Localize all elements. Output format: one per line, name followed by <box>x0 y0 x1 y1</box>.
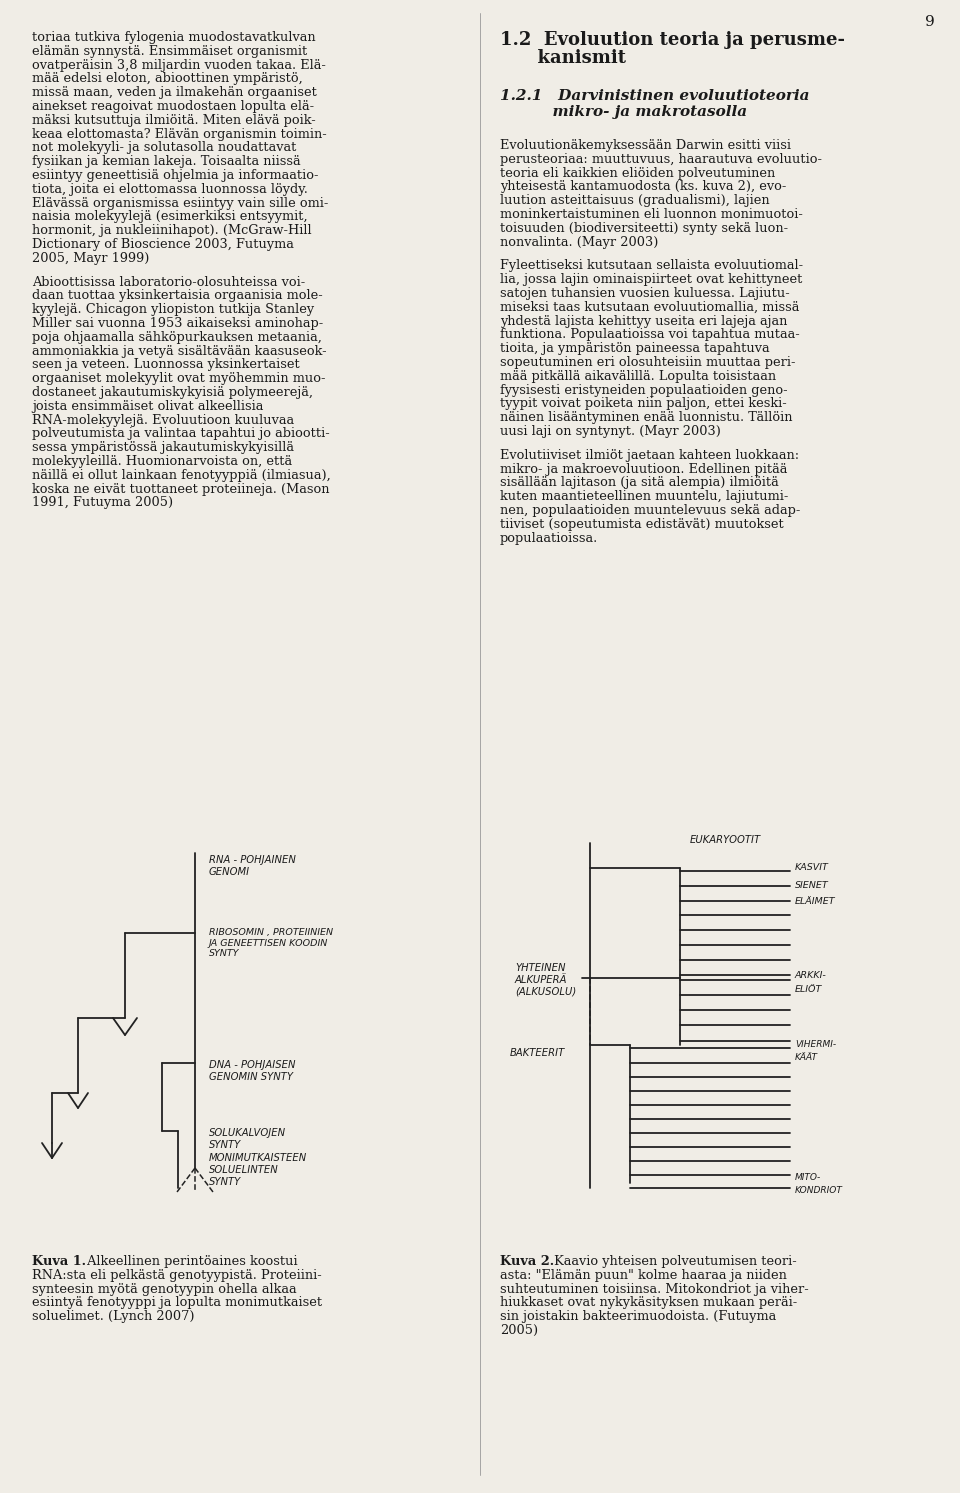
Text: hormonit, ja nukleiinihapot). (McGraw-Hill: hormonit, ja nukleiinihapot). (McGraw-Hi… <box>32 224 312 237</box>
Text: tiiviset (sopeutumista edistävät) muutokset: tiiviset (sopeutumista edistävät) muutok… <box>500 518 783 532</box>
Text: tiota, joita ei elottomassa luonnossa löydy.: tiota, joita ei elottomassa luonnossa lö… <box>32 182 308 196</box>
Text: keaa elottomasta? Elävän organismin toimin-: keaa elottomasta? Elävän organismin toim… <box>32 127 326 140</box>
Text: Elävässä organismissa esiintyy vain sille omi-: Elävässä organismissa esiintyy vain sill… <box>32 197 328 209</box>
Text: ammoniakkia ja vetyä sisältävään kaasuseok-: ammoniakkia ja vetyä sisältävään kaasuse… <box>32 345 326 358</box>
Text: fysiikan ja kemian lakeja. Toisaalta niissä: fysiikan ja kemian lakeja. Toisaalta nii… <box>32 155 300 169</box>
Text: mäksi kutsuttuja ilmiöitä. Miten elävä poik-: mäksi kutsuttuja ilmiöitä. Miten elävä p… <box>32 113 316 127</box>
Text: RNA:sta eli pelkästä genotyypistä. Proteiini-: RNA:sta eli pelkästä genotyypistä. Prote… <box>32 1269 322 1282</box>
Text: mää edelsi eloton, abioottinen ympäristö,: mää edelsi eloton, abioottinen ympäristö… <box>32 72 302 85</box>
Text: MONIMUTKAISTEEN
SOLUELINTEN
SYNTY: MONIMUTKAISTEEN SOLUELINTEN SYNTY <box>209 1153 307 1187</box>
Text: daan tuottaa yksinkertaisia orgaanisia mole-: daan tuottaa yksinkertaisia orgaanisia m… <box>32 290 323 303</box>
Text: näinen lisääntyminen enää luonnistu. Tällöin: näinen lisääntyminen enää luonnistu. Täl… <box>500 411 793 424</box>
Text: RIBOSOMIN , PROTEIINIEN
JA GENEETTISEN KOODIN
SYNTY: RIBOSOMIN , PROTEIINIEN JA GENEETTISEN K… <box>209 929 333 959</box>
Text: 1.2  Evoluution teoria ja perusme-: 1.2 Evoluution teoria ja perusme- <box>500 31 845 49</box>
Text: hiukkaset ovat nykykäsityksen mukaan peräi-: hiukkaset ovat nykykäsityksen mukaan per… <box>500 1296 797 1309</box>
Text: koska ne eivät tuottaneet proteiineja. (Mason: koska ne eivät tuottaneet proteiineja. (… <box>32 482 329 496</box>
Text: 2005): 2005) <box>500 1324 539 1338</box>
Text: elämän synnystä. Ensimmäiset organismit: elämän synnystä. Ensimmäiset organismit <box>32 45 307 58</box>
Text: Miller sai vuonna 1953 aikaiseksi aminohap-: Miller sai vuonna 1953 aikaiseksi aminoh… <box>32 317 324 330</box>
Text: sessa ympäristössä jakautumiskykyisillä: sessa ympäristössä jakautumiskykyisillä <box>32 442 294 454</box>
Text: sisällään lajitason (ja sitä alempia) ilmiöitä: sisällään lajitason (ja sitä alempia) il… <box>500 476 779 490</box>
Text: soluelimet. (Lynch 2007): soluelimet. (Lynch 2007) <box>32 1311 195 1323</box>
Text: kanismit: kanismit <box>500 49 626 67</box>
Text: sopeutuminen eri olosuhteisiin muuttaa peri-: sopeutuminen eri olosuhteisiin muuttaa p… <box>500 355 796 369</box>
Text: RNA-molekyylejä. Evoluutioon kuuluvaa: RNA-molekyylejä. Evoluutioon kuuluvaa <box>32 414 294 427</box>
Text: Dictionary of Bioscience 2003, Futuyma: Dictionary of Bioscience 2003, Futuyma <box>32 237 294 251</box>
Text: suhteutuminen toisiinsa. Mitokondriot ja viher-: suhteutuminen toisiinsa. Mitokondriot ja… <box>500 1282 808 1296</box>
Text: lia, jossa lajin ominaispiirteet ovat kehittyneet: lia, jossa lajin ominaispiirteet ovat ke… <box>500 273 803 287</box>
Text: kuten maantieteellinen muuntelu, lajiutumi-: kuten maantieteellinen muuntelu, lajiutu… <box>500 490 788 503</box>
Text: Fyleettiseksi kutsutaan sellaista evoluutiomal-: Fyleettiseksi kutsutaan sellaista evoluu… <box>500 260 804 272</box>
Text: joista ensimmäiset olivat alkeellisia: joista ensimmäiset olivat alkeellisia <box>32 400 263 412</box>
Text: tyypit voivat poiketa niin paljon, ettei keski-: tyypit voivat poiketa niin paljon, ettei… <box>500 397 787 411</box>
Text: synteesin myötä genotyypin ohella alkaa: synteesin myötä genotyypin ohella alkaa <box>32 1282 297 1296</box>
Text: mikro- ja makrotasolla: mikro- ja makrotasolla <box>500 105 747 119</box>
Text: yhteisestä kantamuodosta (ks. kuva 2), evo-: yhteisestä kantamuodosta (ks. kuva 2), e… <box>500 181 786 194</box>
Text: naisia molekyylejä (esimerkiksi entsyymit,: naisia molekyylejä (esimerkiksi entsyymi… <box>32 211 307 224</box>
Text: esiintyä fenotyyppi ja lopulta monimutkaiset: esiintyä fenotyyppi ja lopulta monimutka… <box>32 1296 323 1309</box>
Text: esiintyy geneettisiä ohjelmia ja informaatio-: esiintyy geneettisiä ohjelmia ja informa… <box>32 169 319 182</box>
Text: VIHERMI-: VIHERMI- <box>795 1041 836 1050</box>
Text: missä maan, veden ja ilmakehän orgaaniset: missä maan, veden ja ilmakehän orgaanise… <box>32 87 317 99</box>
Text: Kuva 1.: Kuva 1. <box>32 1256 86 1268</box>
Text: 1991, Futuyma 2005): 1991, Futuyma 2005) <box>32 496 173 509</box>
Text: mää pitkällä aikavälillä. Lopulta toisistaan: mää pitkällä aikavälillä. Lopulta toisis… <box>500 370 776 382</box>
Text: seen ja veteen. Luonnossa yksinkertaiset: seen ja veteen. Luonnossa yksinkertaiset <box>32 358 300 372</box>
Text: KONDRIOT: KONDRIOT <box>795 1185 843 1194</box>
Text: 2005, Mayr 1999): 2005, Mayr 1999) <box>32 252 150 264</box>
Text: BAKTEERIT: BAKTEERIT <box>510 1048 565 1059</box>
Text: asta: "Elämän puun" kolme haaraa ja niiden: asta: "Elämän puun" kolme haaraa ja niid… <box>500 1269 787 1282</box>
Text: Evoluutionäkemyksessään Darwin esitti viisi: Evoluutionäkemyksessään Darwin esitti vi… <box>500 139 791 152</box>
Text: not molekyyli- ja solutasolla noudattavat: not molekyyli- ja solutasolla noudattava… <box>32 142 297 154</box>
Text: fyysisesti eristyneiden populaatioiden geno-: fyysisesti eristyneiden populaatioiden g… <box>500 384 787 397</box>
Text: moninkertaistuminen eli luonnon monimuotoi-: moninkertaistuminen eli luonnon monimuot… <box>500 208 803 221</box>
Text: ELIÖT: ELIÖT <box>795 985 823 994</box>
Text: EUKARYOOTIT: EUKARYOOTIT <box>690 835 761 845</box>
Text: KÄÄT: KÄÄT <box>795 1053 818 1062</box>
Text: kyylejä. Chicagon yliopiston tutkija Stanley: kyylejä. Chicagon yliopiston tutkija Sta… <box>32 303 314 317</box>
Text: MITO-: MITO- <box>795 1173 821 1182</box>
Text: 1.2.1   Darvinistinen evoluutioteoria: 1.2.1 Darvinistinen evoluutioteoria <box>500 90 809 103</box>
Text: uusi laji on syntynyt. (Mayr 2003): uusi laji on syntynyt. (Mayr 2003) <box>500 426 721 437</box>
Text: DNA - POHJAISEN
GENOMIN SYNTY: DNA - POHJAISEN GENOMIN SYNTY <box>209 1060 296 1082</box>
Text: Evolutiiviset ilmiöt jaetaan kahteen luokkaan:: Evolutiiviset ilmiöt jaetaan kahteen luo… <box>500 449 799 461</box>
Text: sin joistakin bakteerimuodoista. (Futuyma: sin joistakin bakteerimuodoista. (Futuym… <box>500 1311 777 1323</box>
Text: Kaavio yhteisen polveutumisen teori-: Kaavio yhteisen polveutumisen teori- <box>550 1256 797 1268</box>
Text: satojen tuhansien vuosien kuluessa. Lajiutu-: satojen tuhansien vuosien kuluessa. Laji… <box>500 287 790 300</box>
Text: RNA - POHJAINEN
GENOMI: RNA - POHJAINEN GENOMI <box>209 855 296 876</box>
Text: näillä ei ollut lainkaan fenotyyppiä (ilmiasua),: näillä ei ollut lainkaan fenotyyppiä (il… <box>32 469 331 482</box>
Text: dostaneet jakautumiskykyisiä polymeerejä,: dostaneet jakautumiskykyisiä polymeerejä… <box>32 387 313 399</box>
Text: nen, populaatioiden muuntelevuus sekä adap-: nen, populaatioiden muuntelevuus sekä ad… <box>500 505 801 517</box>
Text: luution asteittaisuus (gradualismi), lajien: luution asteittaisuus (gradualismi), laj… <box>500 194 770 208</box>
Text: toriaa tutkiva fylogenia muodostavatkulvan: toriaa tutkiva fylogenia muodostavatkulv… <box>32 31 316 43</box>
Text: miseksi taas kutsutaan evoluutiomallia, missä: miseksi taas kutsutaan evoluutiomallia, … <box>500 300 800 314</box>
Text: ovatperäisin 3,8 miljardin vuoden takaa. Elä-: ovatperäisin 3,8 miljardin vuoden takaa.… <box>32 58 325 72</box>
Text: tioita, ja ympäristön paineessa tapahtuva: tioita, ja ympäristön paineessa tapahtuv… <box>500 342 770 355</box>
Text: poja ohjaamalla sähköpurkauksen metaania,: poja ohjaamalla sähköpurkauksen metaania… <box>32 331 322 343</box>
Text: 9: 9 <box>925 15 935 28</box>
Text: yhdestä lajista kehittyy useita eri lajeja ajan: yhdestä lajista kehittyy useita eri laje… <box>500 315 787 327</box>
Text: funktiona. Populaatioissa voi tapahtua mutaa-: funktiona. Populaatioissa voi tapahtua m… <box>500 328 800 342</box>
Text: nonvalinta. (Mayr 2003): nonvalinta. (Mayr 2003) <box>500 236 659 249</box>
Text: YHTEINEN: YHTEINEN <box>515 963 565 973</box>
Text: toisuuden (biodiversiteetti) synty sekä luon-: toisuuden (biodiversiteetti) synty sekä … <box>500 222 788 234</box>
Text: molekyyleillä. Huomionarvoista on, että: molekyyleillä. Huomionarvoista on, että <box>32 455 292 467</box>
Text: (ALKUSOLU): (ALKUSOLU) <box>515 987 576 997</box>
Text: KASVIT: KASVIT <box>795 863 828 872</box>
Text: teoria eli kaikkien eliöiden polveutuminen: teoria eli kaikkien eliöiden polveutumin… <box>500 167 776 179</box>
Text: perusteoriaa: muuttuvuus, haarautuva evoluutio-: perusteoriaa: muuttuvuus, haarautuva evo… <box>500 152 822 166</box>
Text: SOLUKALVOJEN
SYNTY: SOLUKALVOJEN SYNTY <box>209 1129 286 1150</box>
Text: ainekset reagoivat muodostaen lopulta elä-: ainekset reagoivat muodostaen lopulta el… <box>32 100 314 113</box>
Text: ARKKI-: ARKKI- <box>795 970 827 979</box>
Text: polveutumista ja valintaa tapahtui jo abiootti-: polveutumista ja valintaa tapahtui jo ab… <box>32 427 329 440</box>
Text: Kuva 2.: Kuva 2. <box>500 1256 554 1268</box>
Text: mikro- ja makroevoluutioon. Edellinen pitää: mikro- ja makroevoluutioon. Edellinen pi… <box>500 463 787 476</box>
Text: Abioottisissa laboratorio-olosuhteissa voi-: Abioottisissa laboratorio-olosuhteissa v… <box>32 276 305 288</box>
Text: populaatioissa.: populaatioissa. <box>500 532 598 545</box>
Text: ELÄIMET: ELÄIMET <box>795 897 835 906</box>
Text: Alkeellinen perintöaines koostui: Alkeellinen perintöaines koostui <box>83 1256 298 1268</box>
Text: SIENET: SIENET <box>795 881 828 890</box>
Text: orgaaniset molekyylit ovat myöhemmin muo-: orgaaniset molekyylit ovat myöhemmin muo… <box>32 372 325 385</box>
Text: ALKUPERÄ: ALKUPERÄ <box>515 975 567 985</box>
